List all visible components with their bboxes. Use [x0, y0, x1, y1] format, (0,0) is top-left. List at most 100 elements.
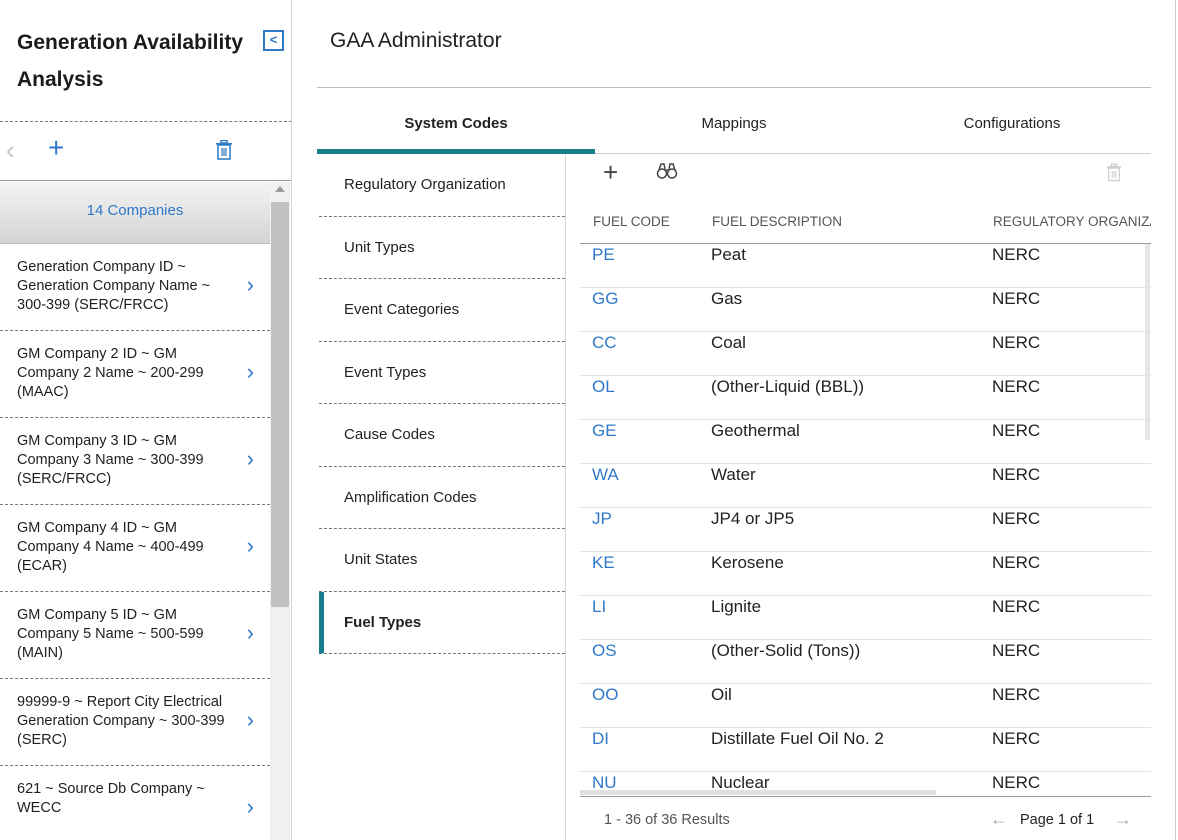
column-header-fuel-code[interactable]: FUEL CODE — [593, 214, 670, 229]
grid-vertical-scrollbar[interactable] — [1145, 244, 1150, 440]
fuel-description-cell: Nuclear — [711, 773, 770, 792]
table-row[interactable]: CC Coal NERC — [580, 332, 1151, 376]
regulatory-organization-cell: NERC — [992, 333, 1041, 352]
fuel-description-cell: Gas — [711, 289, 743, 308]
chevron-right-icon: › — [246, 272, 254, 297]
regulatory-organization-cell: NERC — [992, 597, 1041, 616]
regulatory-organization-cell: NERC — [992, 509, 1041, 528]
tab-mappings[interactable]: Mappings — [701, 115, 767, 132]
fuel-code-cell[interactable]: OO — [592, 685, 619, 704]
regulatory-organization-cell: NERC — [992, 641, 1041, 660]
window-edge — [1175, 0, 1178, 840]
table-row[interactable]: PE Peat NERC — [580, 244, 1151, 288]
column-header-regulatory-organization[interactable]: REGULATORY ORGANIZATION — [993, 214, 1151, 229]
results-count: 1 - 36 of 36 Results — [604, 812, 730, 828]
sidebar-toolbar: ‹ + — [0, 122, 291, 180]
trash-icon — [216, 139, 232, 160]
fuel-description-cell: JP4 or JP5 — [711, 509, 795, 528]
table-row[interactable]: KE Kerosene NERC — [580, 552, 1151, 596]
list-item[interactable]: Generation Company ID ~ Generation Compa… — [0, 244, 270, 331]
scrollbar-thumb[interactable] — [271, 202, 289, 607]
table-row[interactable]: NU Nuclear NERC — [580, 772, 1151, 794]
company-label: GM Company 3 ID ~ GM Company 3 Name ~ 30… — [17, 433, 204, 487]
fuel-code-cell[interactable]: NU — [592, 773, 617, 792]
sidebar-scrollbar[interactable] — [270, 182, 290, 840]
table-row[interactable]: JP JP4 or JP5 NERC — [580, 508, 1151, 552]
fuel-code-cell[interactable]: PE — [592, 245, 615, 264]
chevron-right-icon: › — [246, 794, 254, 819]
fuel-code-cell[interactable]: OL — [592, 377, 615, 396]
table-row[interactable]: GE Geothermal NERC — [580, 420, 1151, 464]
tab-bar: System Codes Mappings Configurations — [317, 104, 1151, 154]
arrow-right-icon: → — [1114, 809, 1132, 829]
fuel-code-cell[interactable]: KE — [592, 553, 615, 572]
table-row[interactable]: WA Water NERC — [580, 464, 1151, 508]
nav-unit-types[interactable]: Unit Types — [319, 217, 565, 279]
nav-unit-states[interactable]: Unit States — [319, 529, 565, 592]
column-header-fuel-description[interactable]: FUEL DESCRIPTION — [712, 214, 843, 229]
nav-regulatory-organization[interactable]: Regulatory Organization — [319, 154, 565, 217]
nav-event-categories[interactable]: Event Categories — [319, 279, 565, 342]
chevron-right-icon: › — [246, 359, 254, 384]
list-item[interactable]: GM Company 5 ID ~ GM Company 5 Name ~ 50… — [0, 592, 270, 679]
nav-fuel-types[interactable]: Fuel Types — [319, 591, 565, 654]
next-page-button[interactable]: → — [1114, 809, 1132, 830]
tab-system-codes[interactable]: System Codes — [317, 104, 595, 154]
table-row[interactable]: LI Lignite NERC — [580, 596, 1151, 640]
chevron-right-icon: › — [246, 707, 254, 732]
delete-company-button[interactable] — [215, 139, 233, 165]
fuel-code-cell[interactable]: LI — [592, 597, 607, 616]
back-button[interactable]: ‹ — [6, 136, 15, 164]
grid-body: PE Peat NERC GG Gas NERC CC Coal NERC OL (Other-Li… — [580, 244, 1151, 794]
list-item[interactable]: GM Company 4 ID ~ GM Company 4 Name ~ 40… — [0, 505, 270, 592]
list-item[interactable]: 621 ~ Source Db Company ~ WECC › — [0, 766, 270, 840]
app-title: Generation Availability Analysis — [17, 31, 244, 91]
delete-fuel-type-button[interactable] — [1106, 163, 1122, 187]
list-item[interactable]: 99999-9 ~ Report City Electrical Generat… — [0, 679, 270, 766]
list-item[interactable]: GM Company 3 ID ~ GM Company 3 Name ~ 30… — [0, 418, 270, 505]
fuel-description-cell: Lignite — [711, 597, 762, 616]
add-fuel-type-button[interactable]: + — [603, 158, 618, 186]
fuel-description-cell: Kerosene — [711, 553, 784, 572]
company-count[interactable]: 14 Companies — [0, 182, 270, 244]
regulatory-organization-cell: NERC — [992, 421, 1041, 440]
chevron-left-icon: < — [269, 32, 278, 47]
chevron-right-icon: › — [246, 533, 254, 558]
fuel-code-cell[interactable]: CC — [592, 333, 617, 352]
prev-page-button[interactable]: ← — [990, 809, 1008, 830]
nav-amplification-codes[interactable]: Amplification Codes — [319, 467, 565, 529]
regulatory-organization-cell: NERC — [992, 553, 1041, 572]
table-row[interactable]: OO Oil NERC — [580, 684, 1151, 728]
tab-configurations[interactable]: Configurations — [963, 115, 1061, 132]
table-row[interactable]: GG Gas NERC — [580, 288, 1151, 332]
nav-event-types[interactable]: Event Types — [319, 342, 565, 404]
fuel-code-cell[interactable]: GG — [592, 289, 619, 308]
fuel-description-cell: (Other-Liquid (BBL)) — [711, 377, 865, 396]
add-company-button[interactable]: + — [48, 134, 64, 162]
scroll-up-arrow-icon[interactable] — [275, 186, 285, 192]
table-row[interactable]: DI Distillate Fuel Oil No. 2 NERC — [580, 728, 1151, 772]
search-button[interactable] — [656, 162, 678, 185]
table-row[interactable]: OL (Other-Liquid (BBL)) NERC — [580, 376, 1151, 420]
divider — [317, 87, 1151, 88]
sidebar-panel: Generation Availability Analysis < ‹ + 1… — [0, 0, 292, 840]
fuel-description-cell: Geothermal — [711, 421, 800, 440]
regulatory-organization-cell: NERC — [992, 773, 1041, 792]
fuel-code-cell[interactable]: WA — [592, 465, 619, 484]
chevron-right-icon: › — [246, 620, 254, 645]
list-item[interactable]: GM Company 2 ID ~ GM Company 2 Name ~ 20… — [0, 331, 270, 418]
page-indicator: Page 1 of 1 — [1020, 812, 1095, 828]
fuel-code-cell[interactable]: GE — [592, 421, 617, 440]
regulatory-organization-cell: NERC — [992, 245, 1041, 264]
nav-cause-codes[interactable]: Cause Codes — [319, 404, 565, 467]
table-row[interactable]: OS (Other-Solid (Tons)) NERC — [580, 640, 1151, 684]
regulatory-organization-cell: NERC — [992, 729, 1041, 748]
grid-horizontal-scrollbar[interactable] — [580, 790, 936, 795]
fuel-code-cell[interactable]: OS — [592, 641, 617, 660]
collapse-sidebar-button[interactable]: < — [263, 30, 284, 51]
fuel-code-cell[interactable]: JP — [592, 509, 612, 528]
fuel-description-cell: Coal — [711, 333, 746, 352]
regulatory-organization-cell: NERC — [992, 377, 1041, 396]
regulatory-organization-cell: NERC — [992, 289, 1041, 308]
fuel-code-cell[interactable]: DI — [592, 729, 609, 748]
